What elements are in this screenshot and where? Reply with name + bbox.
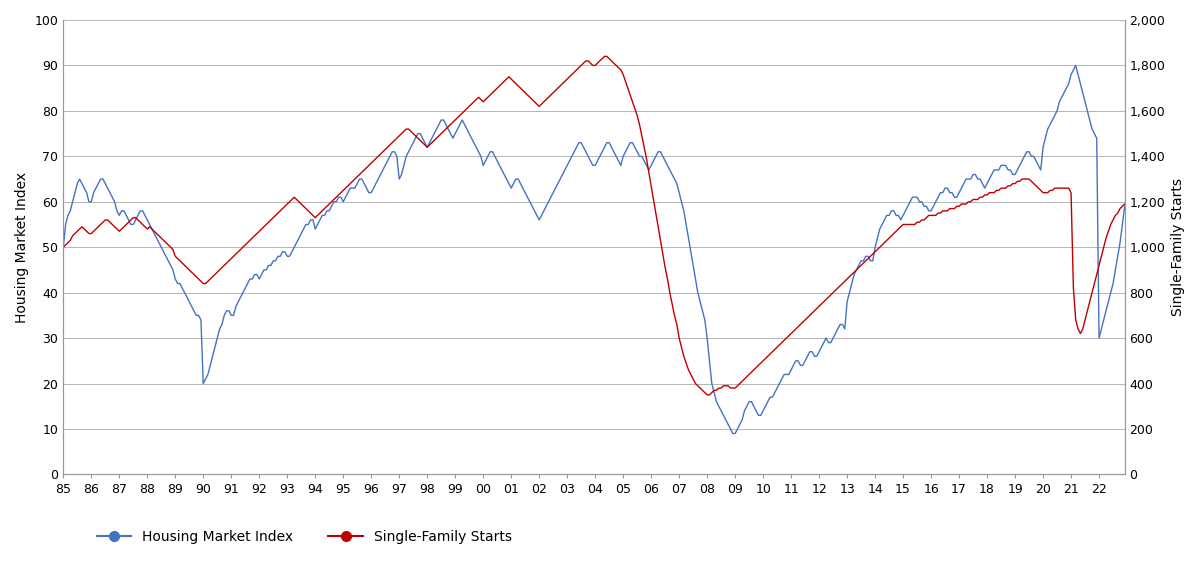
- Y-axis label: Single-Family Starts: Single-Family Starts: [1171, 178, 1186, 316]
- Legend: Housing Market Index, Single-Family Starts: Housing Market Index, Single-Family Star…: [91, 524, 517, 550]
- Y-axis label: Housing Market Index: Housing Market Index: [16, 171, 29, 323]
